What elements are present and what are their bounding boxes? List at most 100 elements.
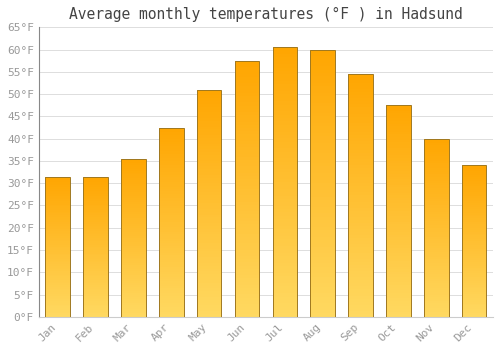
- Bar: [462, 220, 486, 222]
- Bar: [424, 239, 448, 241]
- Bar: [84, 273, 108, 275]
- Bar: [386, 145, 410, 148]
- Bar: [234, 163, 260, 166]
- Bar: [197, 172, 222, 175]
- Bar: [197, 215, 222, 217]
- Bar: [386, 111, 410, 113]
- Bar: [462, 309, 486, 311]
- Bar: [386, 177, 410, 179]
- Bar: [121, 226, 146, 228]
- Bar: [84, 231, 108, 233]
- Bar: [386, 214, 410, 216]
- Bar: [310, 73, 335, 76]
- Bar: [121, 313, 146, 315]
- Bar: [197, 112, 222, 115]
- Bar: [310, 287, 335, 290]
- Bar: [84, 224, 108, 226]
- Bar: [424, 214, 448, 217]
- Bar: [159, 165, 184, 168]
- Bar: [121, 289, 146, 291]
- Bar: [462, 264, 486, 266]
- Bar: [310, 116, 335, 120]
- Bar: [159, 194, 184, 196]
- Bar: [424, 194, 448, 197]
- Bar: [462, 260, 486, 262]
- Bar: [424, 268, 448, 270]
- Bar: [197, 232, 222, 235]
- Bar: [84, 254, 108, 256]
- Bar: [159, 217, 184, 220]
- Bar: [386, 296, 410, 298]
- Bar: [121, 232, 146, 234]
- Bar: [84, 285, 108, 287]
- Bar: [121, 259, 146, 261]
- Bar: [121, 228, 146, 230]
- Bar: [310, 103, 335, 106]
- Bar: [272, 307, 297, 310]
- Bar: [234, 173, 260, 176]
- Bar: [272, 239, 297, 243]
- Bar: [386, 306, 410, 309]
- Bar: [272, 209, 297, 212]
- Bar: [234, 310, 260, 314]
- Bar: [84, 201, 108, 203]
- Bar: [310, 206, 335, 210]
- Bar: [348, 286, 373, 289]
- Bar: [310, 140, 335, 143]
- Bar: [84, 284, 108, 285]
- Bar: [272, 57, 297, 61]
- Bar: [386, 166, 410, 169]
- Bar: [310, 133, 335, 136]
- Bar: [272, 132, 297, 135]
- Bar: [197, 300, 222, 303]
- Bar: [84, 296, 108, 298]
- Bar: [462, 173, 486, 175]
- Bar: [462, 288, 486, 290]
- Bar: [310, 210, 335, 213]
- Bar: [197, 127, 222, 130]
- Bar: [121, 238, 146, 240]
- Bar: [234, 307, 260, 310]
- Bar: [272, 54, 297, 57]
- Bar: [348, 253, 373, 256]
- Bar: [272, 314, 297, 317]
- Bar: [159, 279, 184, 281]
- Bar: [234, 208, 260, 211]
- Bar: [121, 275, 146, 277]
- Bar: [348, 280, 373, 284]
- Bar: [121, 190, 146, 192]
- Bar: [197, 257, 222, 260]
- Bar: [462, 232, 486, 233]
- Bar: [46, 182, 70, 183]
- Bar: [272, 233, 297, 236]
- Bar: [46, 234, 70, 236]
- Bar: [310, 250, 335, 253]
- Bar: [462, 292, 486, 294]
- Bar: [348, 147, 373, 150]
- Bar: [310, 310, 335, 314]
- Bar: [159, 149, 184, 151]
- Bar: [424, 143, 448, 145]
- Bar: [121, 218, 146, 220]
- Bar: [121, 283, 146, 285]
- Bar: [84, 215, 108, 217]
- Bar: [197, 223, 222, 226]
- Bar: [462, 239, 486, 241]
- Bar: [197, 243, 222, 246]
- Bar: [197, 90, 222, 92]
- Bar: [197, 237, 222, 240]
- Bar: [348, 289, 373, 293]
- Bar: [310, 90, 335, 93]
- Bar: [234, 83, 260, 86]
- Bar: [272, 186, 297, 189]
- Bar: [348, 120, 373, 122]
- Bar: [234, 275, 260, 278]
- Bar: [121, 295, 146, 297]
- Bar: [424, 159, 448, 161]
- Bar: [424, 152, 448, 154]
- Bar: [159, 175, 184, 177]
- Bar: [159, 182, 184, 184]
- Bar: [386, 132, 410, 134]
- Bar: [462, 262, 486, 264]
- Bar: [234, 285, 260, 288]
